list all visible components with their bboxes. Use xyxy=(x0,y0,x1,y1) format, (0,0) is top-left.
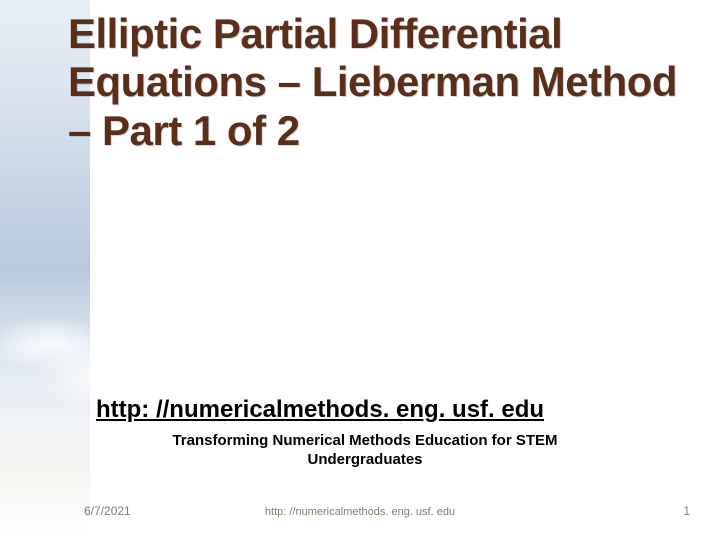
slide-title: Elliptic Partial Differential Equations … xyxy=(68,10,688,155)
footer-page-number: 1 xyxy=(683,504,690,518)
main-url-link[interactable]: http: //numericalmethods. eng. usf. edu xyxy=(96,396,544,424)
slide-content: Elliptic Partial Differential Equations … xyxy=(0,0,720,540)
tagline-text: Transforming Numerical Methods Education… xyxy=(120,432,610,470)
footer-url: http: //numericalmethods. eng. usf. edu xyxy=(0,506,720,518)
